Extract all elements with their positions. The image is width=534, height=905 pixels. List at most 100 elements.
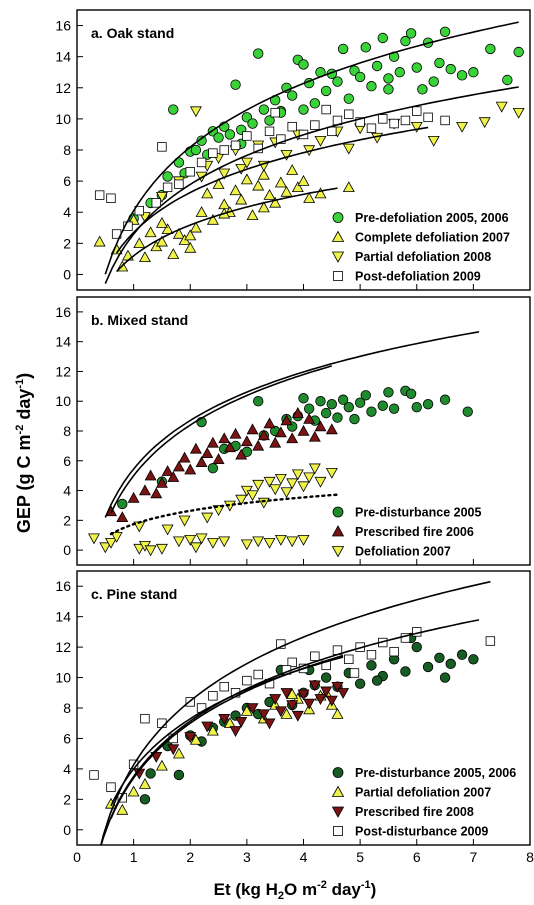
data-point — [366, 650, 377, 660]
y-tick-label: 2 — [63, 512, 71, 528]
data-point — [184, 463, 197, 475]
x-axis-title: Et (kg H2O m-2 day-1) — [214, 879, 377, 902]
data-point — [314, 694, 327, 705]
panel-3: 0 2 4 6 8 10 12 14 16 c. Pine stand Pre-disturbanc… — [55, 570, 531, 846]
data-point — [223, 717, 236, 728]
data-point — [151, 198, 161, 208]
data-point — [213, 132, 224, 143]
legend-label: Partial defoliation 2008 — [355, 250, 491, 264]
data-point — [145, 768, 156, 779]
data-point — [252, 536, 265, 548]
y-tick-label: 4 — [63, 483, 71, 499]
data-point — [354, 397, 366, 408]
legend-label: Pre-disturbance 2005, 2006 — [355, 766, 516, 780]
y-tick-label: 12 — [55, 363, 71, 379]
legend-label: Post-defoliation 2009 — [355, 270, 481, 284]
data-point — [274, 176, 287, 188]
data-point — [229, 427, 242, 439]
data-point — [337, 394, 349, 405]
data-point — [320, 686, 333, 698]
data-point — [117, 498, 128, 510]
data-point — [138, 484, 151, 496]
data-point — [286, 478, 299, 490]
data-point — [274, 534, 287, 546]
legend-label: Pre-defoliation 2005, 2006 — [355, 211, 509, 225]
legend: Pre-defoliation 2005, 2006 Complete defol… — [331, 211, 510, 284]
data-point — [320, 85, 332, 97]
y-tick-label: 8 — [63, 423, 71, 439]
data-point — [230, 79, 241, 90]
data-point — [106, 782, 116, 792]
data-point — [246, 209, 259, 221]
data-point — [298, 59, 309, 70]
data-point — [287, 657, 297, 668]
data-point — [349, 668, 360, 678]
data-point — [423, 112, 433, 123]
data-point — [178, 451, 191, 463]
data-point — [242, 131, 252, 141]
data-point — [303, 192, 316, 203]
data-point — [434, 57, 445, 69]
data-point — [167, 248, 180, 259]
data-point — [218, 198, 231, 210]
panel-1: 0 2 4 6 8 10 12 14 16 a. Oak stand Pre-defoliation… — [55, 9, 531, 291]
data-point — [212, 178, 225, 189]
data-point — [422, 399, 434, 410]
data-point — [366, 660, 377, 671]
data-point — [269, 694, 282, 705]
data-point — [298, 393, 309, 404]
data-point — [321, 104, 331, 115]
data-point — [342, 181, 355, 193]
data-point — [286, 432, 299, 444]
data-point — [263, 417, 276, 429]
data-point — [280, 487, 293, 499]
data-point — [297, 424, 310, 436]
data-point — [332, 76, 343, 87]
y-tick-label: 10 — [55, 111, 71, 127]
data-point — [286, 536, 299, 548]
data-point — [337, 688, 350, 699]
legend-label: Defoliation 2007 — [355, 545, 451, 559]
data-point — [298, 104, 309, 115]
series-2 — [104, 686, 344, 815]
x-tick-label: 2 — [186, 849, 194, 865]
panel-title: b. Mixed stand — [91, 312, 188, 328]
data-point — [208, 148, 218, 158]
data-point — [388, 403, 400, 414]
data-point — [127, 785, 140, 797]
data-point — [310, 651, 320, 661]
data-point — [354, 71, 366, 83]
data-point — [229, 726, 242, 737]
fit-curve — [109, 493, 339, 536]
y-tick-label: 8 — [63, 142, 71, 158]
data-point — [371, 60, 383, 72]
legend-marker — [332, 767, 344, 778]
data-point — [252, 179, 265, 191]
data-point — [495, 101, 508, 113]
data-point — [140, 713, 150, 724]
data-point — [155, 191, 168, 203]
data-point — [349, 413, 360, 425]
data-point — [314, 420, 327, 432]
x-tick-label: 0 — [73, 849, 81, 865]
data-point — [325, 467, 338, 479]
x-axis: 0 1 2 3 4 5 6 7 8 — [73, 849, 534, 865]
panels-layer: 0 2 4 6 8 10 12 14 16 a. Oak stand Pre-defoliation… — [55, 9, 531, 846]
data-point — [291, 710, 304, 722]
data-point — [291, 469, 304, 481]
data-point — [207, 463, 219, 474]
data-point — [189, 106, 202, 118]
data-point — [456, 70, 468, 81]
data-point — [219, 145, 229, 155]
data-point — [150, 487, 163, 499]
fit-curve — [116, 187, 338, 273]
data-point — [157, 142, 167, 152]
data-point — [332, 412, 343, 423]
data-point — [287, 121, 297, 132]
data-point — [224, 129, 236, 140]
data-point — [297, 534, 310, 546]
data-point — [400, 115, 411, 126]
data-point — [257, 429, 270, 441]
data-point — [206, 724, 219, 736]
